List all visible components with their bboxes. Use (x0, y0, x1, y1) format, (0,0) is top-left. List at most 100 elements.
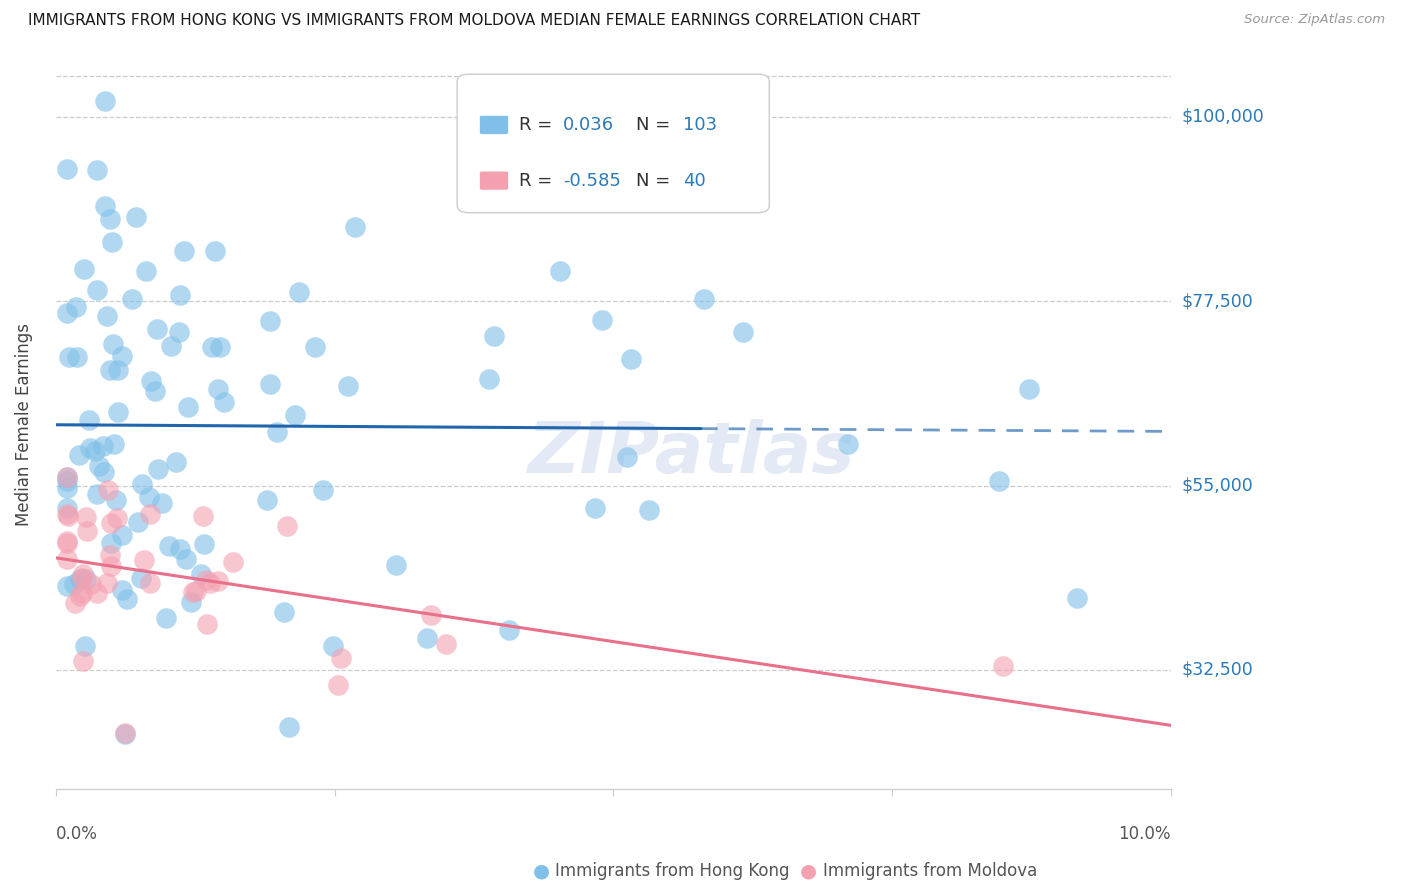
Point (72, 586, 94, 600)
Point (434, 637, 457, 651)
Point (312, 483, 335, 497)
Point (273, 605, 295, 619)
Point (157, 539, 180, 553)
Point (276, 518, 298, 533)
Point (107, 363, 129, 377)
Point (165, 455, 187, 469)
Point (195, 573, 218, 587)
Point (93, 465, 115, 479)
Point (259, 376, 281, 391)
Point (73, 640, 96, 654)
Point (134, 553, 156, 567)
Point (105, 493, 128, 508)
Point (67, 448, 90, 462)
Point (1018, 382, 1040, 396)
Point (56, 500, 79, 515)
Point (200, 340, 222, 354)
Text: 0.0%: 0.0% (56, 825, 98, 844)
Point (478, 372, 501, 386)
FancyBboxPatch shape (479, 115, 509, 135)
Text: $77,500: $77,500 (1181, 293, 1254, 310)
Text: 103: 103 (683, 116, 717, 134)
Point (143, 384, 166, 399)
Point (141, 374, 163, 388)
Point (385, 558, 408, 572)
Point (100, 558, 122, 573)
Point (135, 264, 157, 278)
Point (56, 534, 79, 549)
Point (94, 94, 117, 108)
Point (56, 474, 79, 488)
Text: ●: ● (800, 862, 817, 880)
Point (103, 436, 125, 450)
Y-axis label: Median Female Earnings: Median Female Earnings (15, 323, 32, 525)
Point (993, 658, 1015, 673)
Point (111, 582, 134, 597)
Point (256, 493, 278, 508)
Point (100, 535, 122, 549)
Point (56, 470, 79, 484)
Point (138, 576, 160, 591)
Point (326, 678, 349, 692)
Text: N =: N = (636, 116, 669, 134)
Point (86, 283, 108, 297)
Point (731, 325, 754, 339)
FancyBboxPatch shape (457, 74, 769, 212)
Point (155, 611, 177, 625)
Point (65, 300, 87, 314)
Point (207, 382, 229, 396)
Point (58, 350, 80, 364)
Text: -0.585: -0.585 (562, 171, 621, 190)
Point (100, 548, 122, 562)
Text: Immigrants from Hong Kong: Immigrants from Hong Kong (555, 863, 790, 880)
Point (56, 578, 79, 592)
Point (69, 589, 91, 603)
Point (72, 571, 94, 585)
Point (66, 350, 89, 364)
Point (72, 654, 94, 668)
Point (583, 500, 606, 515)
Point (56, 481, 79, 495)
Point (337, 379, 360, 393)
Point (177, 400, 200, 414)
Text: Source: ZipAtlas.com: Source: ZipAtlas.com (1244, 13, 1385, 27)
Point (101, 235, 124, 250)
Point (114, 726, 136, 740)
Point (114, 727, 136, 741)
Point (77, 412, 100, 426)
Point (498, 623, 520, 637)
Point (100, 516, 122, 530)
Point (107, 405, 129, 419)
Point (191, 509, 214, 524)
Point (416, 632, 439, 646)
Point (129, 571, 152, 585)
Point (222, 555, 245, 569)
Text: N =: N = (636, 171, 669, 190)
Point (190, 567, 212, 582)
Point (97, 483, 120, 497)
Point (259, 314, 281, 328)
Point (69, 572, 91, 586)
Point (83, 443, 105, 458)
Point (86, 487, 108, 501)
Point (79, 441, 101, 455)
Point (173, 244, 195, 258)
Point (86, 586, 108, 600)
Point (208, 340, 231, 354)
Point (176, 552, 198, 566)
Point (482, 329, 505, 343)
Point (159, 339, 181, 353)
Text: 40: 40 (683, 171, 706, 190)
Text: IMMIGRANTS FROM HONG KONG VS IMMIGRANTS FROM MOLDOVA MEDIAN FEMALE EARNINGS CORR: IMMIGRANTS FROM HONG KONG VS IMMIGRANTS … (28, 13, 921, 29)
Point (183, 585, 205, 599)
Text: $55,000: $55,000 (1181, 476, 1254, 494)
Point (288, 285, 311, 299)
Point (73, 261, 96, 276)
Point (330, 651, 353, 665)
Point (138, 490, 160, 504)
Point (212, 395, 235, 409)
Point (62, 577, 84, 591)
Point (193, 537, 215, 551)
Text: Immigrants from Moldova: Immigrants from Moldova (823, 863, 1036, 880)
Point (98, 212, 121, 227)
